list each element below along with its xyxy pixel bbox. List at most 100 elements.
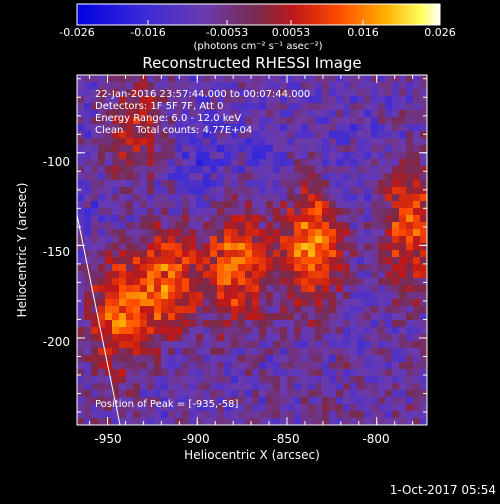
heatmap-pixel [154, 201, 162, 209]
heatmap-pixel [385, 138, 393, 146]
heatmap-pixel [301, 362, 309, 370]
heatmap-pixel [364, 124, 372, 132]
heatmap-pixel [399, 243, 407, 251]
heatmap-pixel [336, 292, 344, 300]
heatmap-pixel [287, 131, 295, 139]
heatmap-pixel [308, 264, 316, 272]
heatmap-pixel [308, 341, 316, 349]
heatmap-pixel [308, 131, 316, 139]
heatmap-pixel [385, 313, 393, 321]
heatmap-pixel [357, 411, 365, 419]
heatmap-pixel [119, 292, 127, 300]
heatmap-pixel [308, 201, 316, 209]
heatmap-pixel [182, 124, 190, 132]
heatmap-pixel [119, 131, 127, 139]
heatmap-pixel [378, 166, 386, 174]
heatmap-pixel [385, 341, 393, 349]
heatmap-pixel [350, 418, 358, 425]
heatmap-pixel [126, 292, 134, 300]
heatmap-pixel [133, 229, 141, 237]
heatmap-pixel [280, 229, 288, 237]
heatmap-pixel [182, 243, 190, 251]
heatmap-pixel [203, 222, 211, 230]
heatmap-pixel [119, 369, 127, 377]
heatmap-pixel [119, 334, 127, 342]
heatmap-pixel [371, 131, 379, 139]
heatmap-pixel [112, 250, 120, 258]
heatmap-pixel [196, 362, 204, 370]
heatmap-pixel [392, 390, 400, 398]
heatmap-pixel [217, 138, 225, 146]
heatmap-pixel [420, 145, 427, 153]
heatmap-pixel [224, 117, 232, 125]
heatmap-pixel [315, 250, 323, 258]
heatmap-pixel [392, 327, 400, 335]
heatmap-pixel [112, 222, 120, 230]
heatmap-pixel [105, 278, 113, 286]
heatmap-pixel [224, 369, 232, 377]
heatmap-pixels [77, 75, 427, 425]
heatmap-pixel [280, 320, 288, 328]
heatmap-pixel [420, 341, 427, 349]
heatmap-pixel [343, 201, 351, 209]
heatmap-pixel [231, 194, 239, 202]
heatmap-pixel [350, 383, 358, 391]
heatmap-pixel [301, 390, 309, 398]
heatmap-pixel [266, 320, 274, 328]
heatmap-pixel [133, 180, 141, 188]
heatmap-pixel [301, 271, 309, 279]
heatmap-pixel [168, 313, 176, 321]
heatmap-pixel [371, 250, 379, 258]
heatmap-pixel [84, 145, 92, 153]
heatmap-pixel [210, 103, 218, 111]
heatmap-pixel [392, 208, 400, 216]
heatmap-pixel [266, 145, 274, 153]
heatmap-pixel [210, 75, 218, 83]
heatmap-pixel [112, 152, 120, 160]
heatmap-pixel [203, 229, 211, 237]
heatmap-pixel [266, 89, 274, 97]
heatmap-pixel [357, 285, 365, 293]
heatmap-pixel [301, 229, 309, 237]
heatmap-pixel [238, 110, 246, 118]
heatmap-pixel [126, 145, 134, 153]
heatmap-pixel [350, 173, 358, 181]
heatmap-pixel [238, 341, 246, 349]
heatmap-pixel [399, 208, 407, 216]
heatmap-pixel [245, 173, 253, 181]
heatmap-pixel [105, 411, 113, 419]
heatmap-pixel [273, 355, 281, 363]
heatmap-pixel [126, 131, 134, 139]
heatmap-pixel [336, 187, 344, 195]
heatmap-pixel [364, 159, 372, 167]
heatmap-pixel [392, 229, 400, 237]
heatmap-pixel [140, 397, 148, 405]
heatmap-pixel [364, 313, 372, 321]
heatmap-pixel [84, 369, 92, 377]
heatmap-pixel [231, 187, 239, 195]
heatmap-pixel [280, 285, 288, 293]
heatmap-pixel [112, 355, 120, 363]
heatmap-pixel [210, 250, 218, 258]
heatmap-pixel [189, 383, 197, 391]
heatmap-pixel [84, 341, 92, 349]
heatmap-pixel [119, 271, 127, 279]
heatmap-pixel [336, 222, 344, 230]
heatmap-pixel [238, 327, 246, 335]
heatmap-pixel [280, 145, 288, 153]
heatmap-pixel [308, 285, 316, 293]
heatmap-pixel [133, 236, 141, 244]
heatmap-pixel [273, 89, 281, 97]
heatmap-pixel [168, 397, 176, 405]
heatmap-pixel [413, 180, 421, 188]
heatmap-pixel [154, 362, 162, 370]
heatmap-pixel [357, 173, 365, 181]
heatmap-pixel [119, 96, 127, 104]
heatmap-pixel [266, 159, 274, 167]
heatmap-pixel [350, 299, 358, 307]
heatmap-pixel [336, 194, 344, 202]
heatmap-pixel [203, 285, 211, 293]
heatmap-pixel [119, 208, 127, 216]
heatmap-pixel [287, 243, 295, 251]
heatmap-pixel [175, 306, 183, 314]
